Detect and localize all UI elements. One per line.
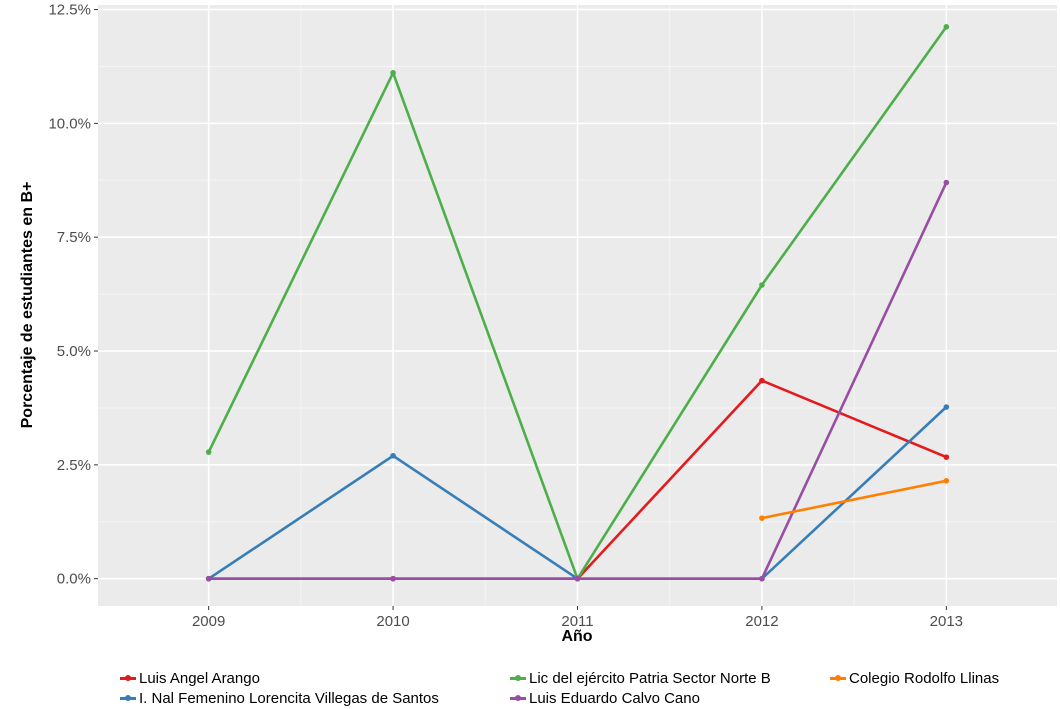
y-tick-label: 2.5% [57, 457, 91, 474]
legend-item: Lic del ejército Patria Sector Norte B [508, 668, 771, 688]
data-point [943, 477, 950, 484]
legend-label: I. Nal Femenino Lorencita Villegas de Sa… [139, 689, 439, 707]
x-axis: 2009 2010 2011 2012 2013 [192, 606, 963, 630]
legend-label: Colegio Rodolfo Llinas [849, 669, 1000, 687]
data-point [943, 24, 950, 30]
data-point [943, 404, 950, 410]
legend-key [118, 668, 138, 688]
series-line-4 [761, 479, 947, 520]
y-tick-label: 10.0% [48, 115, 91, 132]
x-axis-title: Año [561, 628, 592, 645]
x-tick-label: 2012 [745, 613, 778, 630]
legend-item: Luis Eduardo Calvo Cano [508, 688, 700, 708]
x-tick-label: 2011 [561, 613, 593, 630]
data-point [943, 179, 950, 186]
y-tick-label: 7.5% [57, 229, 91, 246]
data-point [390, 575, 396, 582]
y-axis: 0.0% 2.5% 5.0% 7.5% 10.0% 12.5% [48, 2, 98, 588]
legend-key [508, 688, 528, 708]
y-axis-title: Porcentaje de estudiantes en B+ [19, 182, 36, 429]
data-point [390, 452, 396, 459]
x-tick-label: 2013 [930, 613, 963, 630]
data-point [205, 449, 212, 455]
data-point [759, 575, 765, 582]
legend-item: Luis Angel Arango [118, 668, 260, 688]
legend-label: Luis Eduardo Calvo Cano [529, 689, 700, 707]
data-point [759, 377, 765, 384]
x-tick-label: 2009 [192, 613, 225, 630]
legend-key [118, 688, 138, 708]
data-point [390, 70, 396, 76]
legend-label: Lic del ejército Patria Sector Norte B [529, 669, 771, 687]
data-point [943, 454, 950, 460]
data-point [759, 515, 765, 521]
data-point [574, 575, 581, 582]
y-tick-label: 0.0% [57, 571, 91, 588]
legend-item: I. Nal Femenino Lorencita Villegas de Sa… [118, 688, 439, 708]
data-point [205, 575, 212, 582]
y-tick-label: 12.5% [48, 2, 91, 19]
series-points [205, 24, 950, 582]
legend-item: Colegio Rodolfo Llinas [828, 668, 999, 688]
legend-label: Luis Angel Arango [139, 669, 260, 687]
legend: Luis Angel Arango Lic del ejército Patria… [118, 668, 1058, 708]
data-point [759, 282, 765, 288]
x-tick-label: 2010 [376, 613, 409, 630]
legend-key [828, 668, 848, 688]
legend-key [508, 668, 528, 688]
y-tick-label: 5.0% [57, 343, 91, 360]
